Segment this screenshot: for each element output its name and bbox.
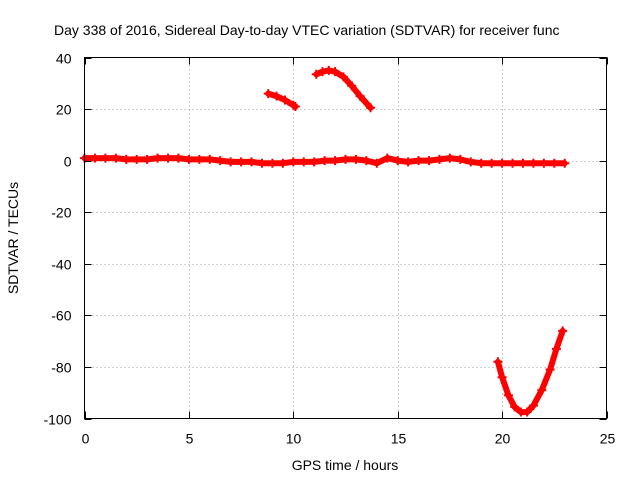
plot-frame <box>84 57 607 419</box>
data-point <box>111 153 121 163</box>
data-point <box>215 156 225 166</box>
y-tick-label: -20 <box>51 205 71 221</box>
data-point <box>153 153 163 163</box>
data-point <box>247 157 257 167</box>
data-point <box>560 158 570 168</box>
data-point <box>522 407 532 417</box>
data-point <box>549 158 559 168</box>
data-point <box>455 154 465 164</box>
data-point <box>267 158 277 168</box>
data-point <box>173 153 183 163</box>
data-point <box>272 91 282 101</box>
data-point <box>121 154 131 164</box>
data-point <box>330 156 340 166</box>
data-point <box>351 154 361 164</box>
data-point <box>347 81 357 91</box>
series-satellite-track-a <box>263 89 300 111</box>
data-point <box>528 158 538 168</box>
data-point <box>393 156 403 166</box>
data-point <box>280 95 290 105</box>
data-point <box>184 154 194 164</box>
data-point <box>288 157 298 167</box>
data-point <box>330 67 340 77</box>
data-point <box>382 153 392 163</box>
data-point <box>318 67 328 77</box>
data-point <box>278 158 288 168</box>
data-point <box>263 89 273 99</box>
data-point <box>539 158 549 168</box>
data-point <box>163 153 173 163</box>
x-tick-label: 15 <box>391 431 407 447</box>
data-point <box>257 158 267 168</box>
chart-title: Day 338 of 2016, Sidereal Day-to-day VTE… <box>54 22 560 38</box>
data-point <box>100 153 110 163</box>
data-point <box>445 153 455 163</box>
y-tick-label: 0 <box>64 154 72 170</box>
data-point <box>341 154 350 164</box>
y-tick-label: -40 <box>51 257 71 273</box>
data-point <box>338 72 348 82</box>
data-point <box>558 326 568 336</box>
series-satellite-track-b <box>311 65 376 113</box>
data-point <box>309 157 319 167</box>
x-tick-label: 10 <box>286 431 302 447</box>
data-point <box>194 154 204 164</box>
data-point <box>361 156 371 166</box>
data-point <box>487 158 497 168</box>
axis-ticks: 0 5 10 15 20 25 -100 -80 -60 -40 -20 0 20 40 <box>43 51 615 447</box>
data-point <box>545 365 555 375</box>
data-point <box>132 154 142 164</box>
data-point <box>355 91 365 101</box>
data-series <box>80 65 570 417</box>
data-point <box>320 156 330 166</box>
y-axis-label: SDTVAR / TECUs <box>5 182 21 294</box>
data-point <box>497 372 507 382</box>
data-point <box>366 103 376 113</box>
series-satellite-track-main <box>80 153 570 168</box>
data-point <box>476 158 486 168</box>
x-axis-label: GPS time / hours <box>292 457 399 473</box>
data-point <box>205 154 215 164</box>
data-point <box>466 157 476 167</box>
data-point <box>493 357 503 367</box>
y-tick-label: 40 <box>56 51 72 67</box>
data-point <box>518 158 528 168</box>
x-tick-label: 25 <box>600 431 616 447</box>
data-point <box>403 157 413 167</box>
data-point <box>290 101 300 111</box>
data-point <box>226 157 236 167</box>
x-tick-label: 20 <box>495 431 511 447</box>
data-point <box>324 65 334 75</box>
y-tick-label: -100 <box>43 412 71 428</box>
data-point <box>236 157 246 167</box>
y-tick-label: -80 <box>51 360 71 376</box>
data-point <box>508 158 518 168</box>
data-point <box>90 153 100 163</box>
data-point <box>510 402 520 412</box>
x-tick-label: 5 <box>186 431 194 447</box>
y-tick-label: 20 <box>56 102 72 118</box>
data-point <box>537 385 547 395</box>
series-satellite-track-c <box>493 326 568 417</box>
data-point <box>414 156 424 166</box>
data-point <box>424 156 434 166</box>
data-point <box>497 158 507 168</box>
data-point <box>528 401 538 411</box>
data-point <box>311 69 321 79</box>
data-point <box>142 154 152 164</box>
grid-lines <box>84 57 607 419</box>
x-tick-label: 0 <box>82 431 90 447</box>
data-point <box>551 344 561 354</box>
data-point <box>434 154 444 164</box>
series-trace <box>494 327 566 416</box>
y-tick-label: -60 <box>51 308 71 324</box>
data-point <box>299 157 309 167</box>
data-point <box>372 158 382 168</box>
data-point <box>503 390 513 400</box>
